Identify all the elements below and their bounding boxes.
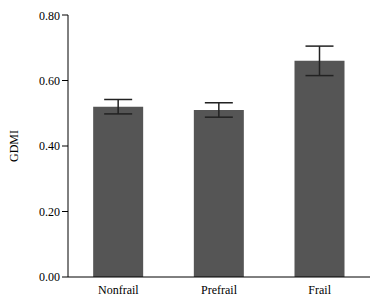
svg-text:GDMI: GDMI (8, 130, 21, 162)
svg-text:0.00: 0.00 (39, 270, 60, 284)
svg-text:0.20: 0.20 (39, 205, 60, 219)
svg-text:Prefrail: Prefrail (201, 283, 238, 296)
svg-text:Nonfrail: Nonfrail (98, 283, 139, 296)
svg-text:0.60: 0.60 (39, 74, 60, 88)
svg-text:0.40: 0.40 (39, 139, 60, 153)
svg-text:0.80: 0.80 (39, 9, 60, 23)
svg-text:Frail: Frail (308, 283, 331, 296)
